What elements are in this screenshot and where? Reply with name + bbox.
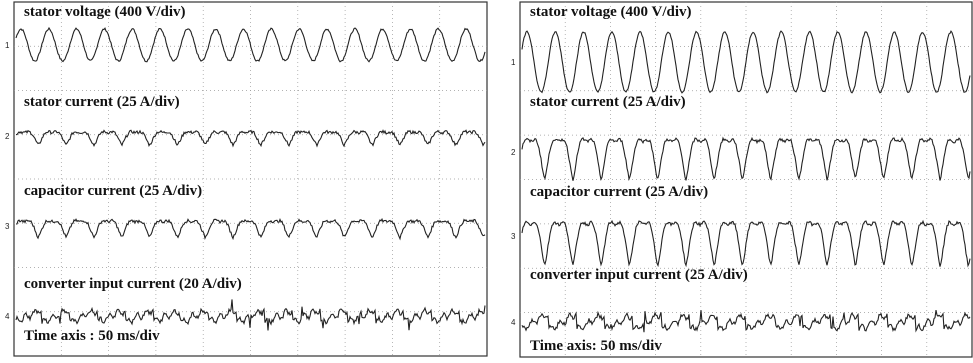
trace-label: capacitor current (25 A/div) — [24, 183, 202, 199]
scope-panel: 1 stator voltage (400 V/div) 2 stator curre… — [5, 2, 487, 356]
trace-label: converter input current (25 A/div) — [530, 267, 748, 283]
trace-label: stator current (25 A/div) — [24, 94, 180, 110]
trace-label: stator current (25 A/div) — [530, 94, 686, 110]
figure: 1 stator voltage (400 V/div) 2 stator curre… — [0, 0, 973, 363]
trace-label: capacitor current (25 A/div) — [530, 184, 708, 200]
channel-marker: 4 — [511, 318, 516, 327]
trace-label: stator voltage (400 V/div) — [530, 4, 692, 20]
channel-marker: 2 — [511, 148, 516, 157]
channel-marker: 2 — [5, 132, 10, 141]
trace-label: stator voltage (400 V/div) — [24, 4, 186, 20]
trace-label: converter input current (20 A/div) — [24, 276, 242, 292]
channel-marker: 1 — [5, 41, 10, 50]
time-axis-label: Time axis : 50 ms/div — [24, 328, 160, 344]
channel-marker: 1 — [511, 58, 516, 67]
scope-panel: 1 stator voltage (400 V/div) 2 stator curre… — [511, 2, 972, 357]
time-axis-label: Time axis: 50 ms/div — [530, 338, 662, 354]
channel-marker: 4 — [5, 312, 10, 321]
channel-marker: 3 — [511, 232, 516, 241]
channel-marker: 3 — [5, 222, 10, 231]
